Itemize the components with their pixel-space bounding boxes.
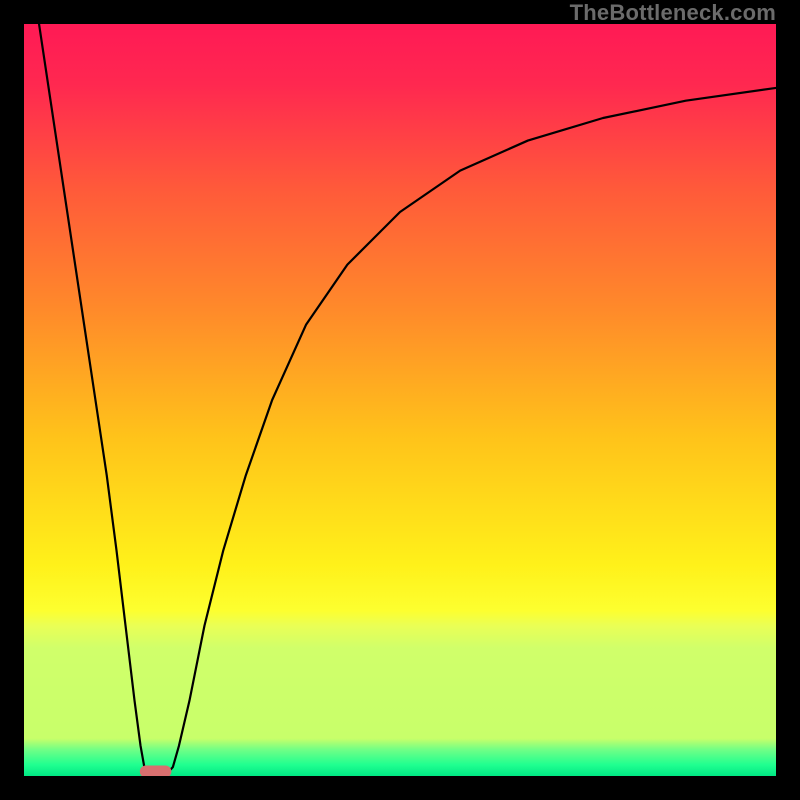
plot-area [24,24,776,776]
optimum-marker [140,765,172,776]
bottleneck-curve-chart [24,24,776,776]
gradient-background [24,24,776,776]
chart-frame: TheBottleneck.com [0,0,800,800]
watermark-text: TheBottleneck.com [570,0,776,26]
